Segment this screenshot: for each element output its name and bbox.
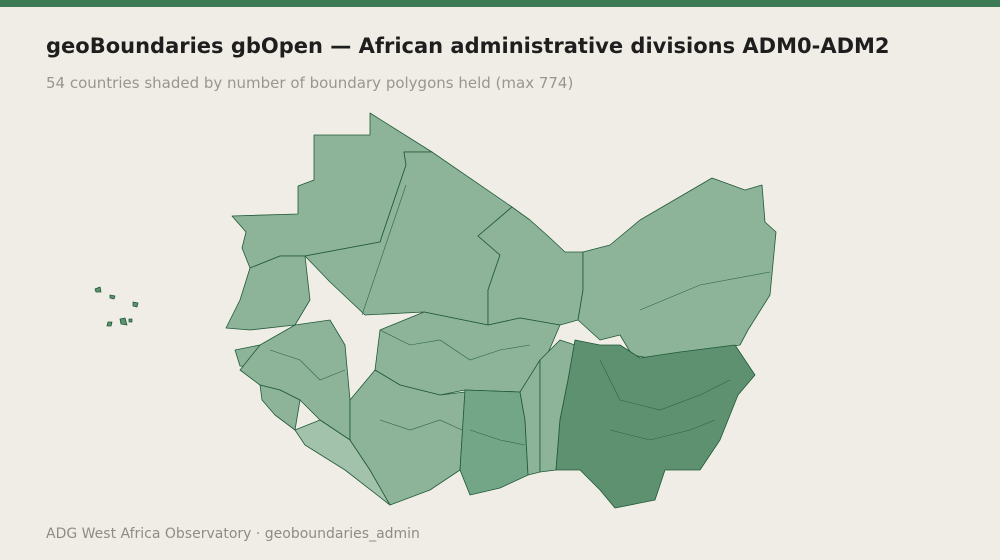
cape-verde (94, 286, 102, 293)
ghana (459, 389, 529, 496)
admin-lines (379, 419, 463, 431)
admin-lines (469, 429, 526, 446)
togo (519, 359, 541, 476)
nigeria (555, 339, 756, 509)
source: ADG West Africa Observatory · geoboundar… (46, 526, 420, 542)
top-bar (0, 0, 1000, 7)
admin-lines (361, 184, 407, 316)
cote-divoire (349, 369, 466, 506)
senegal (225, 255, 311, 331)
admin-lines (599, 359, 731, 411)
admin-lines (269, 349, 346, 381)
subtitle: 54 countries shaded by number of boundar… (46, 74, 574, 92)
title: geoBoundaries gbOpen — African administr… (46, 34, 890, 58)
niger (477, 206, 584, 326)
admin-lines (639, 271, 771, 311)
cape-verde (109, 294, 116, 300)
admin-lines (609, 419, 716, 441)
cape-verde (119, 317, 128, 326)
cape-verde (132, 301, 139, 308)
chad (577, 177, 777, 361)
cape-verde (128, 318, 133, 323)
admin-lines (379, 329, 531, 361)
cape-verde (106, 321, 113, 327)
